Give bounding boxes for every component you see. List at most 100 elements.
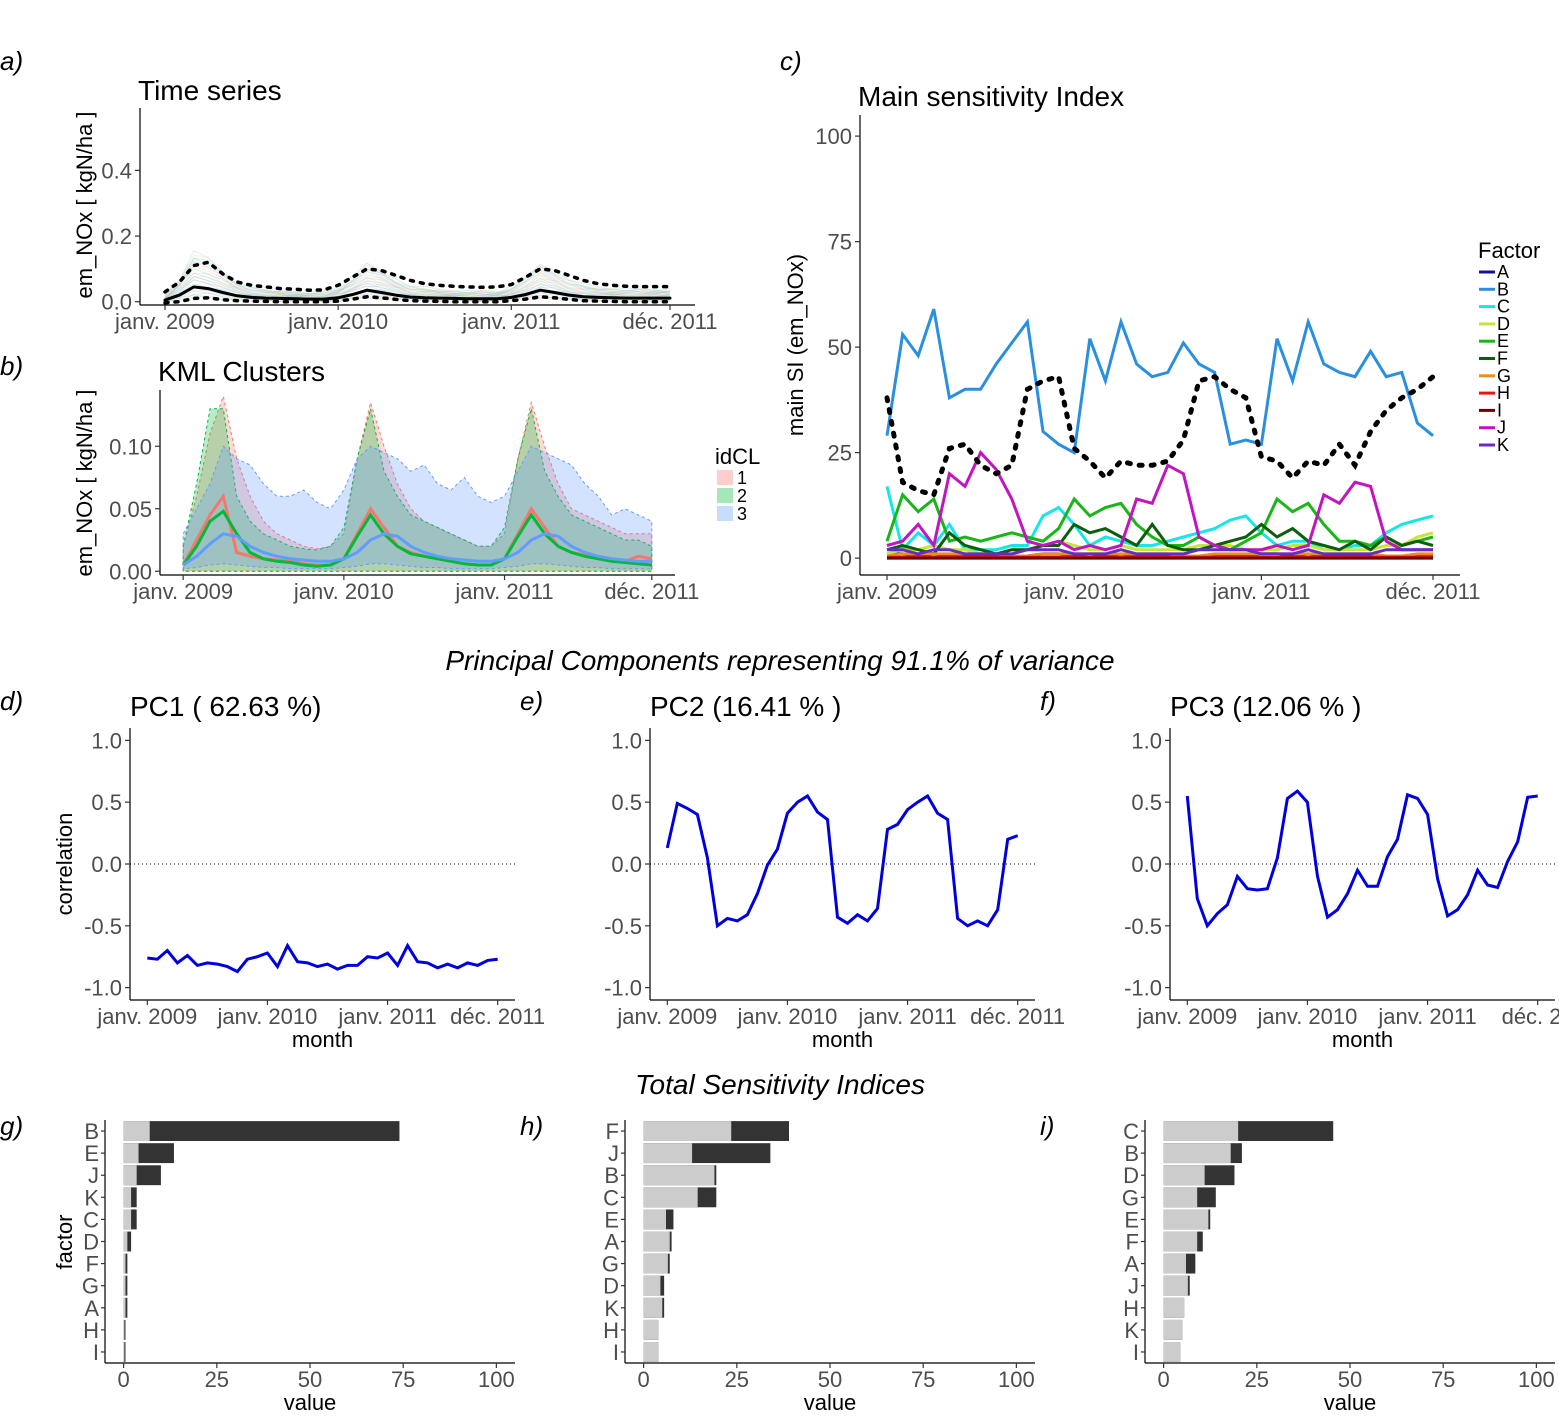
bar-main-J <box>1163 1275 1188 1296</box>
panel-tag-g: g) <box>0 1111 23 1141</box>
category-label-i: H <box>1123 1296 1139 1321</box>
category-label-g: C <box>83 1207 99 1232</box>
category-label-h: E <box>604 1207 619 1232</box>
bar-main-G <box>123 1275 126 1296</box>
series-line-median <box>163 285 672 302</box>
panel-tag-i: i) <box>1040 1111 1054 1141</box>
bar-main-I <box>1163 1342 1181 1362</box>
category-label-h: K <box>604 1296 619 1321</box>
trajectory-line <box>164 250 671 297</box>
y-tick-label-d: -0.5 <box>84 914 122 939</box>
trajectory-line <box>164 265 671 299</box>
x-axis-label-d: month <box>292 1027 353 1052</box>
x-tick-label-d: janv. 2011 <box>337 1004 436 1029</box>
panel-title-a: Time series <box>138 75 282 106</box>
bar-main-H <box>123 1319 125 1340</box>
trajectory-line <box>164 265 671 297</box>
bar-main-I <box>123 1342 125 1362</box>
series-line-lower-quantile <box>163 295 672 305</box>
category-label-h: I <box>613 1340 619 1365</box>
x-tick-label-f: janv. 2011 <box>1377 1004 1476 1029</box>
legend-label-c: C <box>1497 297 1510 317</box>
series-line-PC1 <box>147 942 498 974</box>
x-tick-label-a: déc. 2011 <box>623 309 718 334</box>
bar-main-C <box>643 1187 698 1208</box>
x-tick-label-i: 100 <box>1518 1367 1555 1392</box>
bar-main-E <box>643 1209 666 1230</box>
bar-main-G <box>1163 1187 1198 1208</box>
pca-section-title: Principal Components representing 91.1% … <box>445 645 1114 676</box>
bar-main-D <box>643 1275 661 1296</box>
category-label-g: H <box>83 1318 99 1343</box>
x-tick-label-h: 100 <box>998 1367 1035 1392</box>
panel-a: a) Time series em_NOx [ kgN/ha ]0.0 0.2 0.4 j… <box>0 46 718 334</box>
category-label-g: F <box>86 1252 99 1277</box>
category-label-i: A <box>1124 1252 1139 1277</box>
x-tick-label-a: janv. 2009 <box>114 309 215 334</box>
panel-tag-b: b) <box>0 351 23 381</box>
x-tick-label-b: déc. 2011 <box>604 579 699 604</box>
bar-main-G <box>643 1253 668 1274</box>
y-tick-label-c: 25 <box>828 441 852 466</box>
y-tick-label-a: 0.0 <box>101 290 132 315</box>
series-line-PC3 <box>1185 789 1538 929</box>
series-line-upper-quantile <box>163 260 672 294</box>
panel-b: b) KML Clusters em_NOx [ kgN/ha ] 0.00 0.05 0… <box>0 351 760 604</box>
cluster-mean-line-2 <box>181 509 652 568</box>
y-tick-label-e: 0.5 <box>611 790 642 815</box>
trajectory-line <box>164 268 671 300</box>
x-tick-label-c: janv. 2010 <box>1023 579 1124 604</box>
legend-title-c: Factor <box>1478 238 1540 263</box>
bar-total-I <box>123 1342 126 1362</box>
y-tick-label-a: 0.2 <box>101 224 132 249</box>
panel-f: f) PC3 (12.06 % ) month -1.0 -0.5 0.0 0.5 1.0 ja… <box>1040 686 1559 1052</box>
bar-main-K <box>1163 1319 1183 1340</box>
category-label-h: A <box>604 1230 619 1255</box>
y-tick-label-a: 0.4 <box>101 158 132 183</box>
y-axis-label-a: em_NOx [ kgN/ha ] <box>72 111 97 298</box>
category-label-g: B <box>84 1119 99 1144</box>
legend-swatch-b <box>717 488 733 503</box>
y-tick-label-c: 50 <box>828 335 852 360</box>
category-label-i: J <box>1128 1274 1139 1299</box>
panel-e: e) PC2 (16.41 % ) month -1.0 -0.5 0.0 0.5 1.0 ja… <box>520 686 1065 1052</box>
y-axis-label-g: factor <box>52 1214 77 1269</box>
legend-label-c: F <box>1497 349 1508 369</box>
panel-tag-e: e) <box>520 686 543 716</box>
bar-main-B <box>123 1121 150 1141</box>
legend-title-b: idCL <box>715 444 760 469</box>
category-label-h: H <box>603 1318 619 1343</box>
x-tick-label-i: 75 <box>1431 1367 1455 1392</box>
y-tick-label-c: 0 <box>840 546 852 571</box>
y-axis-label-b: em_NOx [ kgN/ha ] <box>72 389 97 576</box>
x-tick-label-e: janv. 2011 <box>857 1004 956 1029</box>
bar-main-H <box>1163 1297 1185 1318</box>
x-axis-label-f: month <box>1332 1027 1393 1052</box>
category-label-g: I <box>93 1340 99 1365</box>
y-tick-label-e: 1.0 <box>611 728 642 753</box>
panel-title-e: PC2 (16.41 % ) <box>650 691 841 722</box>
category-label-i: I <box>1133 1340 1139 1365</box>
bar-main-F <box>1163 1231 1198 1252</box>
trajectory-line <box>164 276 671 300</box>
x-tick-label-h: 25 <box>725 1367 749 1392</box>
category-label-g: K <box>84 1185 99 1210</box>
category-label-g: E <box>84 1141 99 1166</box>
trajectory-line <box>164 261 671 297</box>
legend-label-b: 3 <box>737 504 747 524</box>
trajectory-line <box>164 260 671 299</box>
panel-title-b: KML Clusters <box>158 356 325 387</box>
legend-label-c: I <box>1497 400 1502 420</box>
x-tick-label-i: 50 <box>1338 1367 1362 1392</box>
x-tick-label-h: 75 <box>911 1367 935 1392</box>
trajectory-line <box>164 257 671 296</box>
y-tick-label-f: 0.5 <box>1131 790 1162 815</box>
category-label-i: E <box>1124 1207 1139 1232</box>
x-tick-label-c: janv. 2009 <box>836 579 937 604</box>
y-axis-label-c: main SI (em_NOx) <box>783 254 808 436</box>
series-line-E <box>885 491 1434 552</box>
category-label-h: D <box>603 1274 619 1299</box>
x-tick-label-e: déc. 2011 <box>970 1004 1065 1029</box>
